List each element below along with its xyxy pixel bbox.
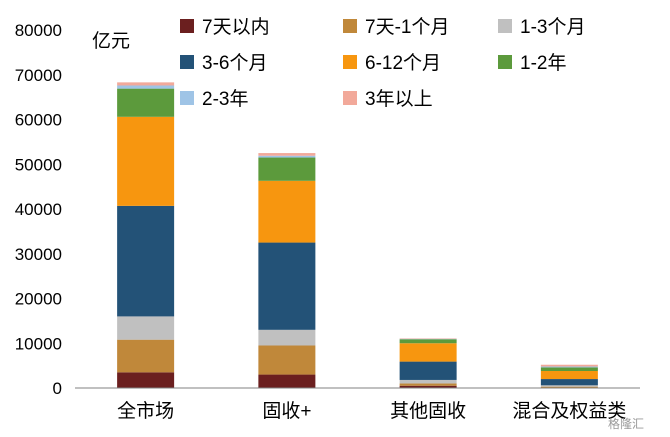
bar-segment xyxy=(399,385,457,388)
bar-segment xyxy=(540,364,598,367)
bar-segment xyxy=(540,386,598,388)
bar-segment xyxy=(540,385,598,387)
legend-label: 1-3个月 xyxy=(520,16,585,38)
legend-label: 7天-1个月 xyxy=(365,16,449,38)
x-category-label: 其他固收 xyxy=(390,400,466,422)
legend-label: 7天以内 xyxy=(202,16,270,38)
legend-swatch xyxy=(180,19,194,33)
bar-segment xyxy=(117,88,175,117)
bars xyxy=(117,82,598,388)
bar-segment xyxy=(540,366,598,368)
bar-segment xyxy=(258,155,316,158)
legend-label: 6-12个月 xyxy=(365,52,441,74)
legend-swatch xyxy=(343,19,357,33)
bar-segment xyxy=(399,383,457,386)
bar-segment xyxy=(117,85,175,89)
legend-swatch xyxy=(180,55,194,69)
bar-segment xyxy=(258,374,316,388)
legend-swatch xyxy=(180,91,194,105)
bar-segment xyxy=(258,153,316,156)
bar-segment xyxy=(258,345,316,375)
x-axis-categories: 全市场 固收+ 其他固收 混合及权益类 xyxy=(117,400,626,422)
legend-swatch xyxy=(498,19,512,33)
y-tick-label: 0 xyxy=(53,379,62,398)
bar-segment xyxy=(258,180,316,243)
bar-segment xyxy=(540,370,598,380)
y-tick-label: 40000 xyxy=(15,200,62,219)
bar-segment xyxy=(117,316,175,340)
bar-segment xyxy=(399,339,457,344)
y-tick-label: 10000 xyxy=(15,334,62,353)
bar-segment xyxy=(117,372,175,388)
legend-label: 1-2年 xyxy=(520,52,566,74)
bar-segment xyxy=(258,157,316,181)
bar-segment xyxy=(258,329,316,346)
x-category-label: 混合及权益类 xyxy=(512,400,626,422)
y-axis-ticks: 0 10000 20000 30000 40000 50000 60000 70000 8000… xyxy=(15,21,62,398)
bar-segment xyxy=(540,367,598,371)
legend-label: 3年以上 xyxy=(365,88,433,110)
x-category-label: 全市场 xyxy=(117,400,174,422)
bar-segment xyxy=(399,379,457,384)
bar-segment xyxy=(117,339,175,373)
y-axis-unit-label: 亿元 xyxy=(92,30,130,52)
legend-label: 3-6个月 xyxy=(202,52,267,74)
legend-swatch xyxy=(343,91,357,105)
bar-segment xyxy=(258,242,316,330)
bar-segment xyxy=(399,361,457,380)
bar-segment xyxy=(117,116,175,206)
legend: 7天以内 7天-1个月 1-3个月 3-6个月 6-12个月 1-2年 2-3年 3年以上 xyxy=(180,16,585,110)
bar-segment xyxy=(117,205,175,317)
x-category-label: 固收+ xyxy=(262,400,311,422)
y-tick-label: 70000 xyxy=(15,66,62,85)
y-tick-label: 30000 xyxy=(15,245,62,264)
y-tick-label: 80000 xyxy=(15,21,62,40)
bar-segment xyxy=(117,82,175,86)
bar-segment xyxy=(399,343,457,362)
watermark: 格隆汇 xyxy=(608,416,644,431)
y-tick-label: 20000 xyxy=(15,290,62,309)
y-tick-label: 60000 xyxy=(15,111,62,130)
legend-swatch xyxy=(498,55,512,69)
legend-swatch xyxy=(343,55,357,69)
legend-label: 2-3年 xyxy=(202,88,248,110)
bar-segment xyxy=(540,379,598,386)
y-tick-label: 50000 xyxy=(15,155,62,174)
